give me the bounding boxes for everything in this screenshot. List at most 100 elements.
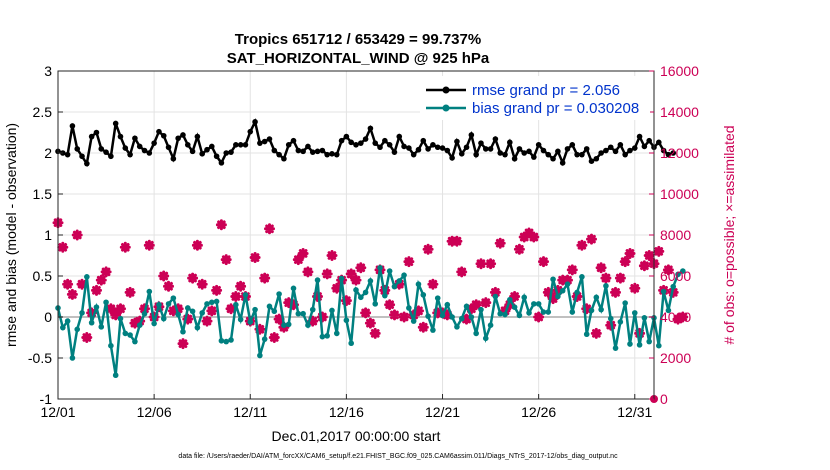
bias-point	[170, 295, 177, 301]
obs-marker	[211, 284, 223, 296]
bias-point	[88, 319, 95, 326]
bias-point	[569, 309, 576, 315]
bias-point	[146, 288, 153, 295]
rmse-point	[660, 147, 667, 154]
bias-point	[550, 276, 556, 283]
rmse-point	[559, 160, 566, 166]
bias-point	[583, 331, 590, 338]
bias-point	[60, 324, 66, 331]
rmse-point	[151, 140, 157, 146]
obs-marker	[326, 250, 338, 261]
rmse-point	[526, 148, 532, 155]
obs-marker	[196, 278, 208, 290]
obs-marker	[595, 262, 607, 274]
obs-marker	[321, 268, 333, 280]
rmse-point	[271, 147, 278, 154]
obs-marker	[475, 258, 487, 270]
obs-marker	[586, 233, 597, 245]
rmse-point	[454, 138, 460, 145]
bias-point	[636, 342, 643, 348]
rmse-point	[497, 150, 503, 156]
bias-point	[276, 291, 282, 297]
bias-point	[156, 301, 162, 308]
bias-point	[535, 301, 542, 307]
rmse-point	[290, 137, 297, 144]
obs-marker	[302, 266, 314, 278]
rmse-point	[329, 151, 335, 157]
bias-point	[136, 322, 143, 329]
obs-marker	[629, 282, 641, 294]
y-tick-label-right: 10000	[660, 186, 699, 202]
rmse-point	[257, 140, 263, 146]
y-tick-label-left: -1	[40, 391, 53, 407]
bias-point	[396, 278, 403, 284]
obs-marker	[369, 327, 381, 339]
obs-marker	[364, 317, 376, 329]
bias-point	[204, 301, 210, 307]
rmse-point	[314, 148, 321, 155]
rmse-point	[406, 145, 412, 151]
rmse-point	[665, 151, 672, 158]
rmse-point	[478, 140, 484, 146]
right-axis: 0 2000 4000 6000 8000 10000 12000 14000 16000	[649, 63, 699, 407]
rmse-point	[242, 142, 249, 148]
bias-point	[463, 303, 470, 310]
left-axis: -1 -0.5 0 0.5 1 1.5 2 2.5 3	[28, 63, 63, 407]
bias-point	[309, 306, 316, 313]
bias-point	[108, 342, 114, 349]
obs-marker	[124, 286, 136, 298]
footer-filepath: data file: /Users/raeder/DAI/ATM_forcXX/…	[178, 453, 618, 460]
bias-point	[127, 332, 133, 338]
obs-marker	[201, 315, 213, 327]
x-axis-label: Dec.01,2017 00:00:00 start	[272, 428, 441, 444]
rmse-point	[189, 148, 196, 155]
bias-point	[670, 283, 677, 290]
bias-point	[434, 295, 441, 301]
rmse-point	[502, 151, 508, 158]
bias-point	[98, 324, 105, 330]
bias-point	[218, 337, 225, 344]
rmse-point	[550, 155, 556, 162]
obs-marker	[653, 245, 665, 257]
rmse-point	[449, 155, 455, 161]
legend-swatch-marker	[442, 86, 450, 94]
bias-point	[213, 298, 220, 305]
bias-point	[559, 287, 566, 294]
obs-marker	[292, 254, 304, 266]
obs-marker	[403, 256, 415, 268]
x-tick-label: 12/31	[617, 404, 652, 420]
bias-point	[665, 307, 672, 314]
rmse-point	[305, 143, 311, 150]
rmse-point	[160, 132, 167, 139]
bias-point	[247, 319, 254, 325]
obs-marker	[427, 278, 439, 290]
bias-point	[74, 326, 81, 333]
bias-point	[228, 337, 234, 343]
obs-marker	[485, 258, 497, 270]
bias-point	[117, 315, 124, 322]
obs-marker	[614, 272, 626, 284]
bias-point	[358, 294, 364, 301]
rmse-point	[276, 151, 282, 158]
rmse-point	[415, 146, 422, 153]
bias-series	[55, 265, 686, 379]
bias-point	[502, 311, 508, 318]
bias-point	[184, 305, 191, 311]
rmse-point	[79, 153, 85, 160]
rmse-point	[233, 142, 239, 148]
obs-marker	[268, 332, 280, 343]
rmse-point	[420, 137, 427, 144]
rmse-point	[636, 133, 643, 140]
rmse-point	[656, 139, 662, 146]
obs-marker	[350, 274, 362, 286]
bias-point	[69, 355, 76, 361]
rmse-point	[569, 142, 576, 148]
bias-point	[79, 310, 85, 316]
bias-point	[521, 294, 528, 301]
obs-marker	[95, 274, 107, 286]
bias-point	[593, 294, 600, 301]
bias-point	[545, 309, 552, 315]
obs-marker	[81, 332, 93, 343]
bias-point	[209, 299, 215, 306]
rmse-point	[343, 133, 350, 140]
